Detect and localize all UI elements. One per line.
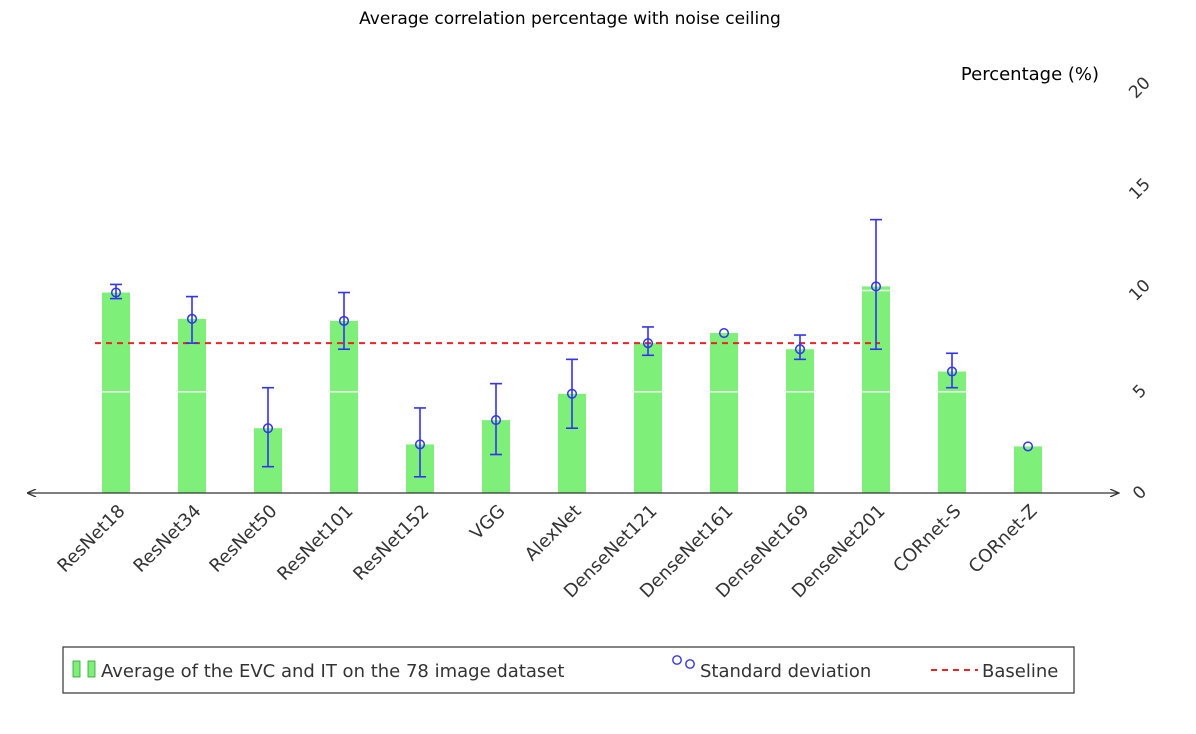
bar: [1014, 446, 1042, 493]
category-label: ResNet18: [53, 501, 129, 577]
legend-baseline-label: Baseline: [982, 661, 1058, 682]
error-bar-marker: [110, 287, 122, 298]
y-tick-labels: 0 5 10 15 20: [1125, 73, 1154, 504]
y-tick-label: 15: [1125, 175, 1154, 204]
bar: [786, 349, 814, 493]
y-tick-label: 0: [1129, 482, 1151, 504]
category-label: ResNet34: [129, 501, 205, 577]
legend-circle-marker: [685, 659, 695, 669]
error-bar-marker: [490, 415, 502, 426]
error-bar-marker: [946, 366, 958, 377]
legend: Average of the EVC and IT on the 78 imag…: [62, 646, 1075, 694]
category-label: ResNet101: [273, 501, 357, 585]
legend-frame: [62, 646, 1075, 694]
y-tick-label: 5: [1129, 381, 1151, 403]
y-tick-label: 10: [1125, 276, 1154, 305]
error-bar-marker: [870, 281, 882, 292]
y-axis-label: Percentage (%): [961, 64, 1099, 85]
category-labels: ResNet18 ResNet34 ResNet50ResNet101ResNet1…: [53, 501, 1041, 603]
error-bar-marker: [1022, 441, 1034, 452]
bar: [634, 343, 662, 493]
bar: [938, 371, 966, 493]
category-label: AlexNet: [521, 501, 586, 566]
error-bar-marker: [718, 327, 730, 339]
error-bar-marker: [262, 423, 274, 434]
error-bar-marker: [338, 315, 350, 326]
legend-std-label: Standard deviation: [700, 661, 871, 682]
error-bar-marker: [414, 439, 426, 450]
error-bar-marker: [794, 344, 806, 355]
category-label: ResNet50: [205, 501, 281, 577]
error-bar-marker: [566, 388, 578, 399]
chart-title: Average correlation percentage with nois…: [359, 9, 781, 29]
category-label: VGG: [466, 501, 509, 544]
error-bar-marker: [186, 313, 198, 324]
legend-bar-swatch: [72, 660, 81, 678]
y-tick-label: 20: [1125, 73, 1154, 102]
bar: [102, 292, 130, 493]
grid-lines: [60, 87, 1090, 393]
legend-bars-label: Average of the EVC and IT on the 78 imag…: [101, 661, 564, 682]
legend-bar-swatch: [87, 660, 96, 678]
legend-circle-marker: [672, 655, 682, 665]
error-bars: [110, 218, 1034, 478]
category-label: CORnet-Z: [965, 501, 1042, 578]
category-label: CORnet-S: [889, 501, 965, 577]
bar: [178, 318, 206, 493]
error-bar-marker: [642, 338, 654, 349]
bars: [102, 286, 1042, 493]
bar: [710, 333, 738, 493]
category-label: ResNet152: [349, 501, 433, 585]
